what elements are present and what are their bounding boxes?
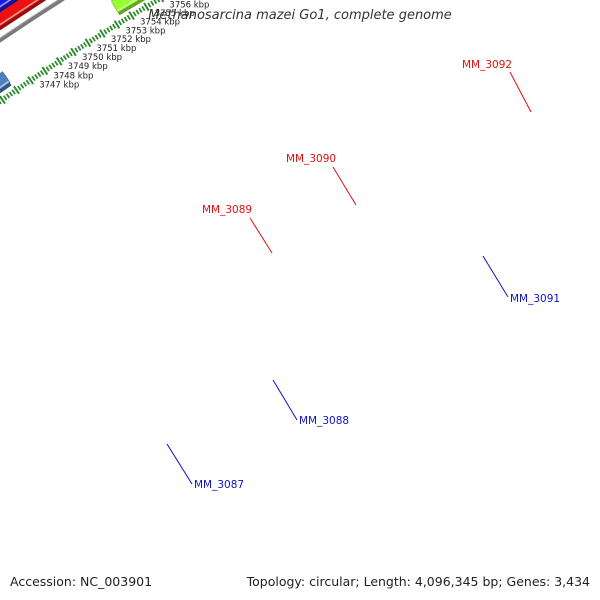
tick-mark: [8, 91, 13, 97]
tick-mark: [65, 53, 70, 59]
tick-mark: [0, 100, 2, 105]
tick-mark: [27, 76, 34, 85]
tick-mark: [126, 14, 131, 21]
tick-mark: [54, 60, 59, 66]
scale-label: 3755 kbp: [155, 9, 195, 19]
tick-mark: [0, 95, 6, 105]
label-mm3092-leader: [509, 71, 532, 113]
tick-mark: [106, 27, 111, 33]
scale-label: 3756 kbp: [169, 1, 209, 11]
tick-mark: [97, 32, 102, 39]
tick-mark: [147, 2, 152, 8]
tick-mark: [37, 72, 42, 78]
tick-mark: [109, 25, 114, 31]
gene-reverse-steel-highlight: [0, 80, 10, 89]
tick-mark: [103, 29, 108, 35]
tick-mark: [59, 56, 65, 63]
accession-text: Accession: NC_003901: [10, 574, 153, 589]
tick-mark: [48, 64, 53, 70]
label-mm3090-leader: [332, 166, 357, 206]
tick-mark: [94, 34, 99, 40]
backbone-line: [0, 0, 66, 43]
tick-mark: [55, 57, 63, 66]
tick-mark: [141, 5, 146, 12]
scale-label: 3747 kbp: [39, 81, 79, 91]
label-mm3091: MM_3091: [510, 293, 560, 305]
tick-mark: [5, 93, 11, 99]
tick-mark: [150, 0, 155, 6]
tick-mark: [11, 89, 16, 95]
tick-mark: [143, 2, 150, 12]
gene-forward-red: [0, 0, 41, 27]
gene-forward-blue: [0, 0, 14, 9]
tick-mark: [19, 83, 25, 89]
scale-label: 3754 kbp: [140, 18, 180, 28]
tick-mark: [3, 95, 8, 101]
tick-mark: [132, 11, 137, 17]
tick-mark: [25, 79, 30, 85]
scale-label: 3750 kbp: [82, 53, 122, 63]
label-mm3090: MM_3090: [286, 153, 336, 165]
tick-mark: [62, 54, 68, 61]
tick-mark: [91, 36, 96, 42]
label-mm3088: MM_3088: [299, 415, 349, 427]
tick-mark: [51, 62, 56, 68]
tick-mark: [77, 45, 82, 51]
tick-mark: [138, 7, 143, 13]
scale-label: 3748 kbp: [53, 71, 93, 81]
gene-forward-red-highlight: [0, 0, 39, 26]
scale-label: 3749 kbp: [68, 62, 108, 72]
tick-mark: [68, 51, 73, 57]
tick-mark: [45, 66, 50, 72]
scale-label: 3753 kbp: [125, 26, 165, 36]
tick-mark: [13, 85, 20, 95]
label-mm3089-leader: [249, 217, 273, 254]
tick-mark: [135, 9, 140, 15]
tick-mark: [84, 38, 92, 48]
tick-mark: [34, 73, 39, 80]
tick-mark: [123, 16, 128, 22]
scale-label: 3752 kbp: [111, 35, 151, 45]
gene-mm3087-highlight: [117, 0, 138, 12]
tick-mark: [31, 75, 36, 82]
label-mm3087: MM_3087: [194, 479, 244, 491]
scale-label: 3751 kbp: [96, 44, 136, 54]
tick-mark: [88, 38, 93, 44]
backbone-shadow: [0, 0, 60, 40]
tick-mark: [117, 20, 123, 26]
label-mm3088-leader: [272, 379, 298, 421]
tick-mark: [70, 47, 77, 57]
tick-mark: [112, 23, 117, 29]
tick-mark: [22, 81, 28, 87]
tick-mark: [128, 11, 135, 20]
tick-mark: [153, 0, 158, 5]
label-mm3092: MM_3092: [462, 59, 512, 71]
label-mm3089: MM_3089: [202, 204, 252, 216]
topology-text: Topology: circular; Length: 4,096,345 bp…: [246, 574, 590, 589]
label-mm3087-leader: [166, 443, 193, 485]
label-mm3091-leader: [482, 255, 509, 298]
tick-mark: [120, 18, 125, 24]
tick-mark: [161, 0, 165, 3]
tick-mark: [157, 0, 161, 3]
tick-mark: [39, 70, 45, 76]
tick-mark: [74, 47, 79, 53]
tick-mark: [17, 85, 22, 91]
tick-mark: [41, 66, 49, 76]
tick-mark: [82, 41, 88, 48]
tick-mark: [80, 43, 85, 50]
tick-mark: [99, 29, 106, 38]
map-title: Methanosarcina mazei Go1, complete genom…: [148, 8, 452, 23]
tick-mark: [113, 20, 121, 29]
